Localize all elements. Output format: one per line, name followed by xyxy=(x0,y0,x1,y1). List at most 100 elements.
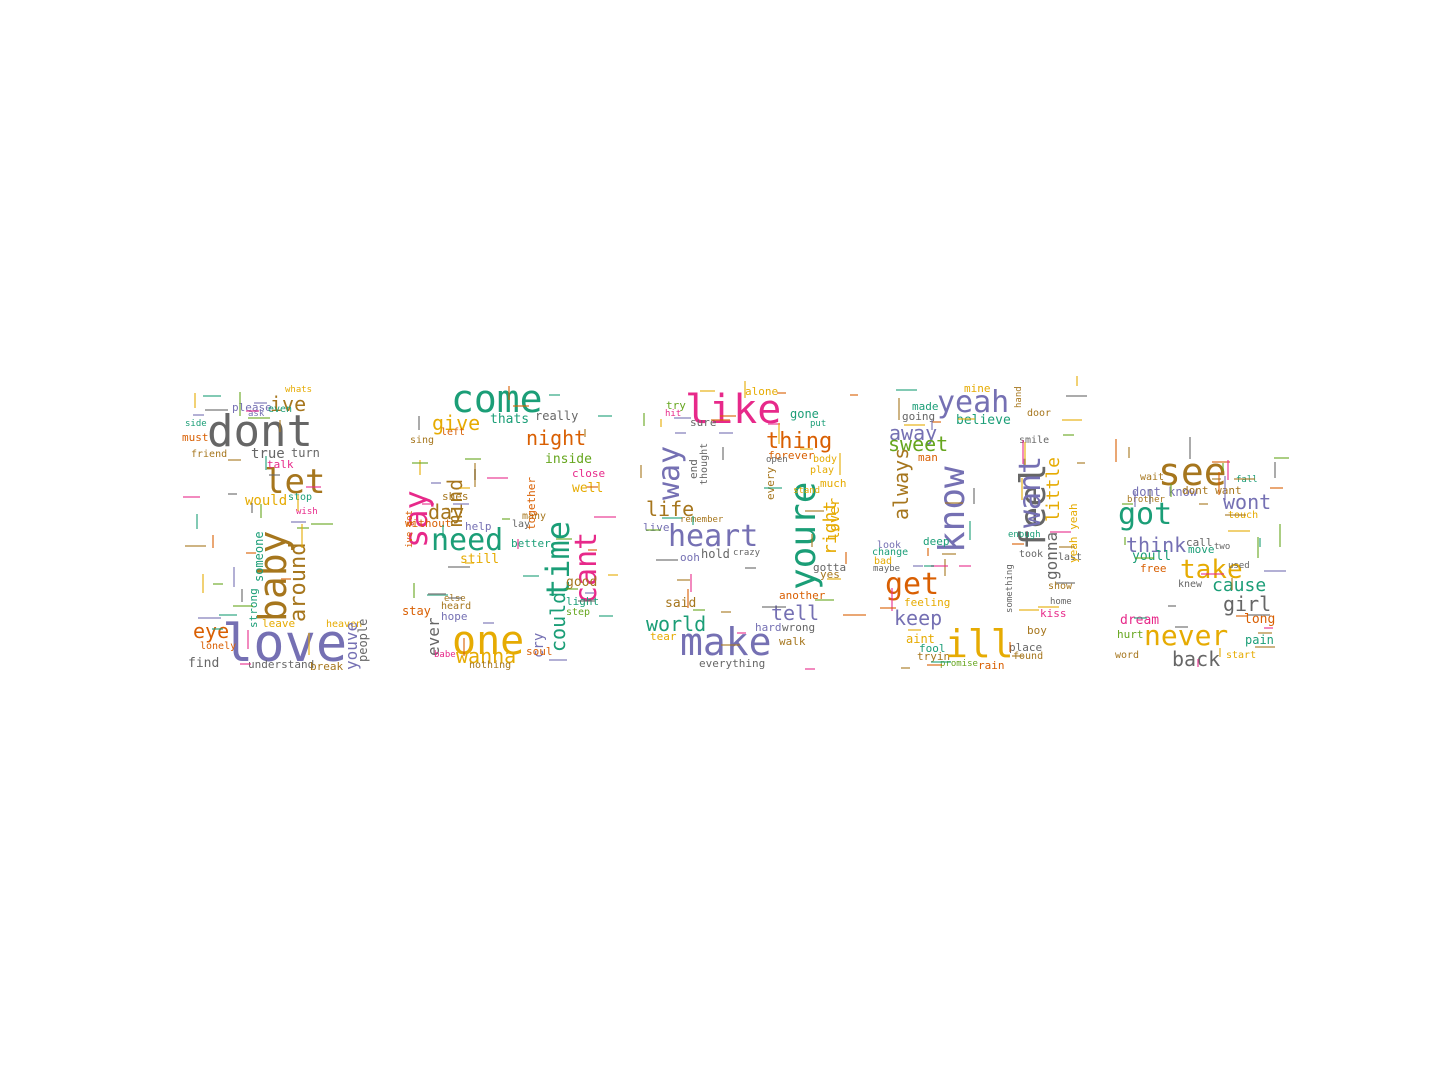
word-fool: fool xyxy=(919,642,946,655)
filler-mark xyxy=(1012,542,1024,545)
filler-mark xyxy=(923,564,935,567)
filler-mark xyxy=(1127,447,1130,459)
filler-mark xyxy=(548,393,561,396)
filler-mark xyxy=(656,558,678,561)
filler-mark xyxy=(1188,437,1191,460)
word-wanna: wanna xyxy=(456,644,517,668)
word-hold: hold xyxy=(701,547,730,561)
word-let: let xyxy=(264,462,326,502)
filler-mark xyxy=(598,614,614,617)
filler-mark xyxy=(898,398,901,420)
word-pain: pain xyxy=(1245,633,1274,647)
filler-mark xyxy=(659,419,662,428)
word-deep: deep xyxy=(923,535,950,548)
word-side: side xyxy=(185,419,207,429)
word-love: love xyxy=(222,614,348,674)
word-body: body xyxy=(813,454,838,465)
filler-mark xyxy=(1059,545,1076,548)
word-ask: ask xyxy=(248,409,265,419)
word-walk: walk xyxy=(779,635,806,648)
word-life: life xyxy=(646,497,695,521)
word-took: took xyxy=(1019,549,1044,560)
filler-mark xyxy=(203,395,222,398)
filler-mark xyxy=(211,627,223,630)
word-soul: soul xyxy=(526,645,553,658)
filler-mark xyxy=(1196,659,1199,668)
word-close: close xyxy=(572,467,606,480)
word-open: open xyxy=(766,455,788,465)
word-end: end xyxy=(687,459,700,479)
word-shes: shes xyxy=(442,490,469,503)
filler-mark xyxy=(762,605,786,608)
filler-mark xyxy=(896,389,917,392)
filler-mark xyxy=(1236,614,1248,617)
word-word: word xyxy=(1115,650,1140,661)
word-hurt: hurt xyxy=(1117,628,1144,641)
filler-mark xyxy=(845,552,848,565)
filler-mark xyxy=(452,502,469,505)
word-every: every xyxy=(764,466,777,500)
word-live: live xyxy=(643,521,670,534)
filler-mark xyxy=(247,416,270,419)
word-going: going xyxy=(902,410,936,423)
filler-mark xyxy=(473,463,476,488)
word-heaven: heaven xyxy=(326,619,363,630)
word-youll: youll xyxy=(1132,550,1171,563)
word-away: away xyxy=(889,421,938,445)
filler-mark xyxy=(594,515,616,518)
word-stay: stay xyxy=(402,604,431,618)
word-start: start xyxy=(1226,650,1257,661)
filler-mark xyxy=(1201,572,1224,575)
filler-mark xyxy=(721,643,741,646)
word-dont-know: dont know xyxy=(1132,485,1198,499)
filler-mark xyxy=(430,482,441,485)
filler-mark xyxy=(690,574,693,593)
filler-mark xyxy=(839,452,842,475)
filler-mark xyxy=(1149,488,1152,504)
filler-mark xyxy=(212,583,224,586)
word-rain: rain xyxy=(978,659,1005,672)
word-left: left xyxy=(441,427,466,438)
word-heard: heard xyxy=(441,601,472,612)
word-sure: sure xyxy=(690,416,717,429)
filler-mark xyxy=(805,510,825,513)
word-lay: lay xyxy=(512,519,531,530)
filler-mark xyxy=(687,589,690,609)
word-alone: alone xyxy=(745,385,779,398)
word-knew: knew xyxy=(1178,579,1203,590)
word-place: place xyxy=(1009,641,1043,654)
word-long: long xyxy=(1244,612,1276,627)
word-find: find xyxy=(188,656,220,671)
word-must: must xyxy=(182,431,209,444)
word-look: look xyxy=(877,540,902,551)
word-wrong: wrong xyxy=(782,621,816,634)
word-another: another xyxy=(779,589,826,602)
filler-mark xyxy=(721,446,724,460)
filler-mark xyxy=(1076,461,1086,464)
word-thats: thats xyxy=(490,412,530,427)
filler-mark xyxy=(228,459,241,462)
filler-mark xyxy=(442,524,445,538)
word-lover: lover xyxy=(827,497,843,540)
word-feeling: feeling xyxy=(904,596,951,609)
word-lonely: lonely xyxy=(200,641,237,652)
word-many: many xyxy=(522,511,547,522)
filler-mark xyxy=(777,392,786,395)
word-think: think xyxy=(1126,533,1187,557)
filler-mark xyxy=(958,418,976,421)
word-better: better xyxy=(511,537,551,550)
filler-mark xyxy=(745,567,756,570)
filler-mark xyxy=(1038,606,1060,609)
word-home: home xyxy=(1050,597,1072,607)
filler-mark xyxy=(583,428,586,437)
filler-mark xyxy=(269,473,281,476)
word-always: always xyxy=(889,447,913,520)
filler-mark xyxy=(1256,536,1259,558)
word-yes: yes xyxy=(820,568,840,581)
filler-mark xyxy=(1018,608,1039,611)
word-hard: hard xyxy=(755,621,782,634)
word-kiss: kiss xyxy=(1040,607,1067,620)
filler-mark xyxy=(462,638,465,656)
filler-mark xyxy=(1259,538,1262,548)
filler-mark xyxy=(218,613,238,616)
